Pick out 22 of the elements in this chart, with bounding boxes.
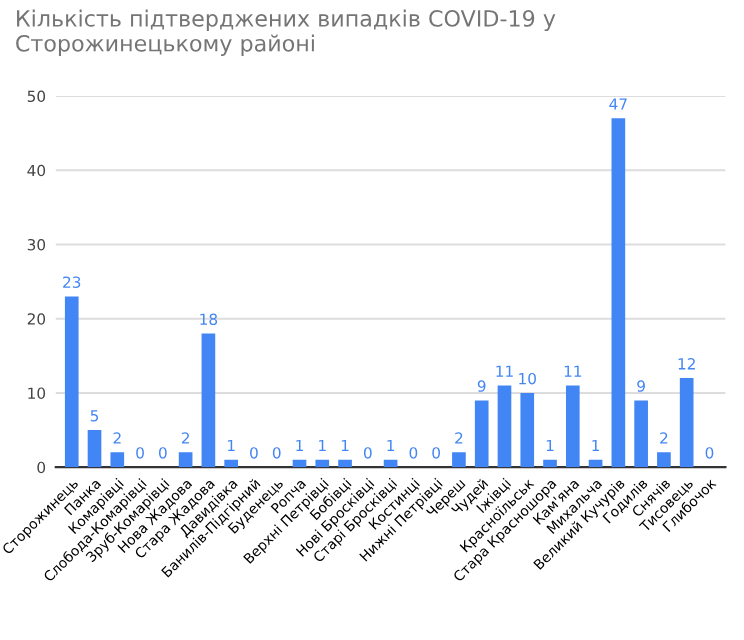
bar: [315, 459, 330, 468]
bar: [543, 459, 557, 468]
bar: [474, 400, 489, 468]
bar: [87, 430, 102, 468]
bar: [110, 452, 125, 468]
bar: [634, 400, 648, 468]
bar: [224, 459, 238, 468]
bar: [383, 459, 398, 468]
bar: [588, 459, 603, 468]
bar: [338, 459, 352, 468]
bar: [611, 118, 626, 468]
bar: [178, 452, 193, 468]
bar: [565, 385, 580, 468]
bar: [452, 452, 466, 468]
bar: [292, 459, 307, 468]
bar: [497, 385, 512, 468]
bar: [679, 378, 694, 468]
bar: [201, 333, 216, 468]
chart-title: Кількість підтверджених випадків COVID-19 у Сторожинецькому районі: [16, 9, 556, 56]
bar: [64, 296, 79, 468]
bar: [657, 452, 671, 468]
bar: [520, 392, 535, 468]
